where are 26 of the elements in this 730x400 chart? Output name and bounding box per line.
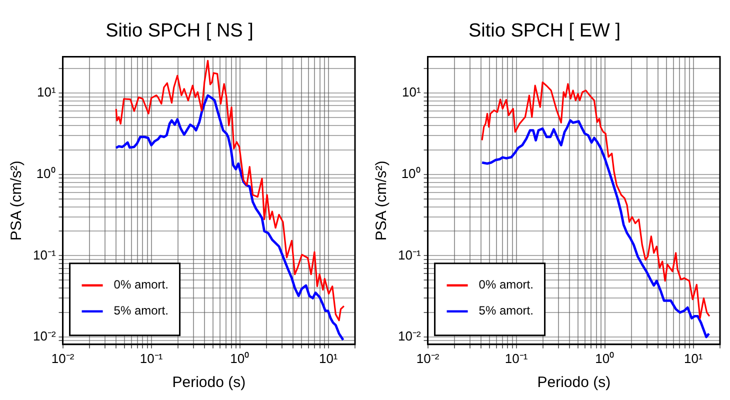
chart-title: Sitio SPCH [ EW ] xyxy=(468,20,621,42)
y-tick-label: 10⁻¹ xyxy=(32,247,56,262)
x-axis-title: Periodo (s) xyxy=(172,374,246,392)
y-tick-label: 10¹ xyxy=(36,84,56,100)
x-tick-label: 10⁰ xyxy=(230,350,250,366)
y-tick-label: 10¹ xyxy=(402,84,422,100)
x-tick-label: 10⁻¹ xyxy=(504,350,528,366)
y-tick-label: 10⁻¹ xyxy=(398,247,422,262)
legend-label: 0% amort. xyxy=(114,278,168,292)
chart-title: Sitio SPCH [ NS ] xyxy=(106,20,254,42)
x-tick-label: 10⁻² xyxy=(51,350,75,366)
y-tick-label: 10⁻² xyxy=(398,328,422,344)
x-tick-label: 10⁰ xyxy=(595,350,615,366)
y-tick-label: 10⁰ xyxy=(36,166,56,181)
x-tick-label: 10⁻² xyxy=(416,350,440,366)
x-tick-label: 10¹ xyxy=(684,350,704,366)
legend-label: 5% amort. xyxy=(114,304,168,318)
legend-label: 0% amort. xyxy=(478,278,534,292)
x-tick-label: 10⁻¹ xyxy=(140,350,164,366)
y-tick-label: 10⁰ xyxy=(401,166,421,181)
legend-label: 5% amort. xyxy=(478,304,534,318)
x-tick-label: 10¹ xyxy=(318,350,338,366)
y-tick-label: 10⁻² xyxy=(32,328,56,344)
x-axis-title: Periodo (s) xyxy=(537,374,611,392)
y-axis-title: PSA (cm/s²) xyxy=(8,160,26,241)
y-axis-title: PSA (cm/s²) xyxy=(373,160,390,241)
